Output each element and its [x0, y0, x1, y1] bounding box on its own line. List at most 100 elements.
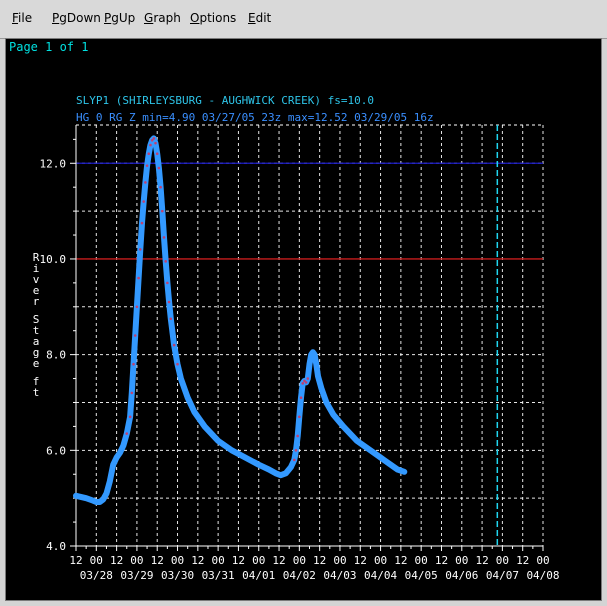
data-point	[294, 449, 298, 452]
y-tick-label: 10.0	[40, 253, 67, 266]
data-point	[306, 377, 310, 380]
y-axis-label-char: e	[33, 357, 40, 370]
x-tick-hour-label: 12	[435, 554, 448, 567]
graph-canvas[interactable]: Page 1 of 1 SLYP1 (SHIRLEYSBURG - AUGHWI…	[5, 38, 602, 601]
data-point	[144, 181, 147, 184]
data-point	[132, 362, 135, 366]
y-axis-label-char: f	[33, 375, 40, 388]
x-tick-hour-label: 12	[313, 554, 326, 567]
data-point	[292, 458, 296, 462]
y-tick-label: 6.0	[46, 444, 66, 457]
data-point	[142, 200, 145, 203]
data-point	[176, 362, 179, 366]
y-tick-labels: 4.0 6.0 8.0 10.0 12.0	[40, 157, 67, 553]
x-tick-hour-label: 12	[151, 554, 164, 567]
data-point	[154, 141, 157, 145]
data-point	[299, 396, 303, 399]
menu-file[interactable]: File	[12, 11, 33, 25]
data-point	[298, 415, 301, 419]
x-tick-hour-label: 12	[354, 554, 367, 567]
data-point	[157, 166, 161, 170]
chart-axes	[70, 125, 544, 551]
y-axis-label-char: g	[33, 346, 40, 359]
x-tick-hour-label: 00	[415, 554, 428, 567]
data-point	[138, 248, 142, 251]
x-tick-hour-label: 00	[496, 554, 509, 567]
menu-edit[interactable]: Edit	[248, 11, 272, 25]
menu-options[interactable]: Options	[190, 11, 237, 25]
data-point	[147, 152, 151, 156]
y-tick-label: 4.0	[46, 540, 66, 553]
data-point	[145, 164, 149, 167]
x-tick-hour-label: 00	[171, 554, 184, 567]
x-tick-date-label: 04/07	[486, 569, 519, 582]
data-point	[137, 276, 140, 280]
hydrograph-chart: SLYP1 (SHIRLEYSBURG - AUGHWICK CREEK) fs…	[33, 94, 560, 582]
x-tick-hour-label: 12	[516, 554, 529, 567]
x-tick-date-label: 04/02	[283, 569, 316, 582]
x-tick-hour-label: 00	[293, 554, 306, 567]
data-point	[155, 152, 159, 156]
observed-stage-line	[73, 135, 408, 505]
data-point	[164, 260, 167, 263]
x-tick-date-label: 04/01	[242, 569, 275, 582]
data-point	[304, 381, 308, 384]
data-point	[159, 185, 162, 189]
reference-lines	[76, 162, 543, 260]
data-point	[303, 379, 306, 383]
x-tick-date-label: 04/05	[405, 569, 438, 582]
x-tick-date-label: 04/04	[364, 569, 397, 582]
x-tick-hour-label: 12	[272, 554, 285, 567]
data-point	[130, 391, 134, 395]
menu-bar: File PgDown PgUp Graph Options Edit	[0, 0, 607, 39]
y-axis-label-char: i	[33, 262, 40, 275]
y-tick-label: 12.0	[40, 157, 67, 170]
x-tick-date-label: 04/08	[526, 569, 559, 582]
data-point	[135, 305, 139, 309]
data-point	[169, 317, 173, 321]
data-point	[128, 415, 132, 419]
data-point	[162, 236, 166, 239]
x-tick-date-label: 03/31	[202, 569, 235, 582]
y-axis-label-char: e	[33, 284, 40, 297]
x-tick-hour-label: 12	[191, 554, 204, 567]
y-axis-label-char: a	[33, 335, 40, 348]
menu-pgdown[interactable]: PgDown	[52, 11, 101, 25]
x-tick-date-label: 04/03	[323, 569, 356, 582]
x-tick-date-label: 03/29	[120, 569, 153, 582]
chart-subtitle: HG 0 RG Z min=4.90 03/27/05 23z max=12.5…	[76, 111, 434, 124]
x-tick-labels: 12 00 03/28 12 00 03/29 12 00 03/30 12 00 03/31 12 00…	[69, 554, 559, 582]
chart-title: SLYP1 (SHIRLEYSBURG - AUGHWICK CREEK) fs…	[76, 94, 374, 107]
x-tick-hour-label: 12	[232, 554, 245, 567]
x-tick-hour-label: 00	[90, 554, 103, 567]
x-tick-date-label: 04/06	[445, 569, 478, 582]
menu-pgup[interactable]: PgUp	[104, 11, 136, 25]
data-point	[125, 432, 129, 435]
x-tick-date-label: 03/28	[80, 569, 113, 582]
page-label: Page 1 of 1	[9, 40, 89, 54]
data-point	[167, 300, 171, 304]
x-tick-hour-label: 00	[212, 554, 225, 567]
x-tick-date-label: 03/30	[161, 569, 194, 582]
x-tick-hour-label: 12	[394, 554, 407, 567]
y-axis-label-char: S	[33, 313, 40, 326]
data-point	[296, 434, 299, 438]
x-tick-hour-label: 00	[536, 554, 549, 567]
x-tick-hour-label: 12	[475, 554, 488, 567]
y-axis-label-char: r	[33, 295, 40, 308]
menu-graph[interactable]: Graph	[144, 11, 181, 25]
x-tick-hour-label: 00	[455, 554, 468, 567]
data-point	[160, 209, 164, 213]
x-tick-hour-label: 00	[374, 554, 387, 567]
x-tick-hour-label: 00	[252, 554, 265, 567]
series-layer	[73, 135, 408, 505]
data-point	[301, 382, 305, 385]
y-axis-label-char: t	[33, 386, 40, 399]
y-axis-label-char: v	[33, 273, 40, 286]
data-point	[172, 343, 176, 347]
y-axis-label-char: R	[33, 251, 40, 264]
data-point	[152, 137, 156, 140]
x-tick-hour-label: 00	[130, 554, 143, 567]
data-point	[166, 281, 169, 285]
